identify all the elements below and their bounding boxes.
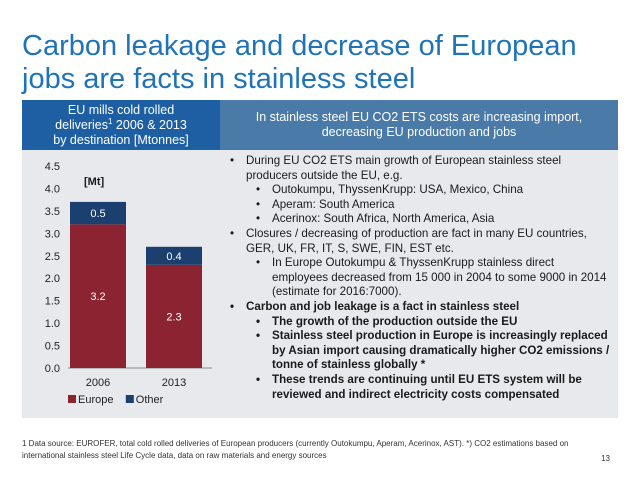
text-panel-header: In stainless steel EU CO2 ETS costs are … xyxy=(220,100,618,150)
bullet-item: These trends are continuing until EU ETS… xyxy=(228,373,610,402)
bullet-item: During EU CO2 ETS main growth of Europea… xyxy=(228,154,610,183)
unit-label: [Mt] xyxy=(84,176,104,188)
chart-header-line3: by destination [Mtonnes] xyxy=(53,132,189,147)
stacked-bar-chart: 0.0 0.5 1.0 1.5 2.0 2.5 3.0 3.5 4.0 4.5 [Mt] 3.2 0.5… xyxy=(45,161,212,406)
y-tick-label: 4.0 xyxy=(45,183,60,195)
x-tick-label: 2013 xyxy=(162,377,186,389)
bar-other-2006 xyxy=(70,201,126,225)
chart-header-line2a: deliveries xyxy=(55,117,108,132)
legend-swatch-europe xyxy=(68,395,76,403)
bar-europe-2013 xyxy=(146,264,202,368)
legend-swatch-other xyxy=(125,395,134,403)
legend-label-europe: Europe xyxy=(78,394,113,406)
legend-label-other: Other xyxy=(136,394,164,406)
bullet-item: Outokumpu, ThyssenKrupp: USA, Mexico, Ch… xyxy=(228,183,610,198)
data-label: 2.3 xyxy=(166,311,181,323)
data-label: 0.4 xyxy=(166,251,181,263)
y-tick-label: 2.5 xyxy=(45,251,60,263)
y-tick-label: 3.0 xyxy=(45,228,60,240)
bullet-list: During EU CO2 ETS main growth of Europea… xyxy=(228,154,610,402)
data-label: 3.2 xyxy=(90,291,105,303)
x-tick-label: 2006 xyxy=(86,377,110,389)
y-tick-label: 0.0 xyxy=(45,363,60,375)
bullet-item: Aperam: South America xyxy=(228,198,610,213)
bullet-item: Stainless steel production in Europe is … xyxy=(228,329,610,373)
chart-header: EU mills cold rolled deliveries1 2006 & … xyxy=(22,100,220,150)
y-tick-label: 3.5 xyxy=(45,206,60,218)
chart-panel: 0.0 0.5 1.0 1.5 2.0 2.5 3.0 3.5 4.0 4.5 [Mt] 3.2 0.5… xyxy=(22,150,220,418)
bar-other-2013 xyxy=(146,246,202,265)
text-panel: During EU CO2 ETS main growth of Europea… xyxy=(220,150,618,418)
bullet-item: Acerinox: South Africa, North America, A… xyxy=(228,212,610,227)
data-label: 0.5 xyxy=(90,208,105,220)
bullet-item: Closures / decreasing of production are … xyxy=(228,227,610,256)
bullet-item: Carbon and job leakage is a fact in stai… xyxy=(228,300,610,315)
y-tick-label: 0.5 xyxy=(45,341,60,353)
y-tick-label: 1.0 xyxy=(45,318,60,330)
bullet-item: The growth of the production outside the… xyxy=(228,315,610,330)
slide-title: Carbon leakage and decrease of European … xyxy=(22,30,577,95)
y-tick-label: 2.0 xyxy=(45,273,60,285)
chart-header-line2: deliveries1 2006 & 2013 xyxy=(53,116,189,133)
y-tick-label: 1.5 xyxy=(45,296,60,308)
bullet-item: In Europe Outokumpu & ThyssenKrupp stain… xyxy=(228,256,610,300)
page-number: 13 xyxy=(601,454,610,463)
chart-header-line1: EU mills cold rolled xyxy=(67,102,175,117)
bar-europe-2006 xyxy=(70,224,126,368)
footnote: 1 Data source: EUROFER, total cold rolle… xyxy=(22,439,569,460)
chart-header-line2b: 2006 & 2013 xyxy=(112,117,187,132)
footnote-marker: 1 xyxy=(107,116,113,126)
y-tick-label: 4.5 xyxy=(45,161,60,173)
